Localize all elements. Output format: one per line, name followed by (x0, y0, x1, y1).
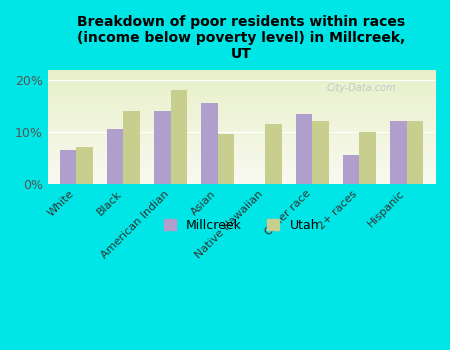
Bar (265, 124, 282, 184)
Bar (59, 150, 76, 184)
Bar (154, 111, 171, 184)
Bar (201, 103, 218, 184)
Bar (296, 114, 312, 184)
Bar (312, 121, 329, 184)
Title: Breakdown of poor residents within races
(income below poverty level) in Millcre: Breakdown of poor residents within races… (77, 15, 405, 61)
Bar (218, 134, 234, 184)
Text: City-Data.com: City-Data.com (327, 83, 396, 93)
Bar (407, 121, 423, 184)
Bar (343, 155, 360, 184)
Bar (390, 121, 407, 184)
Bar (107, 129, 123, 184)
Bar (123, 111, 140, 184)
Bar (76, 147, 93, 184)
Legend: Millcreek, Utah: Millcreek, Utah (158, 214, 324, 237)
Bar (360, 132, 376, 184)
Bar (171, 90, 187, 184)
